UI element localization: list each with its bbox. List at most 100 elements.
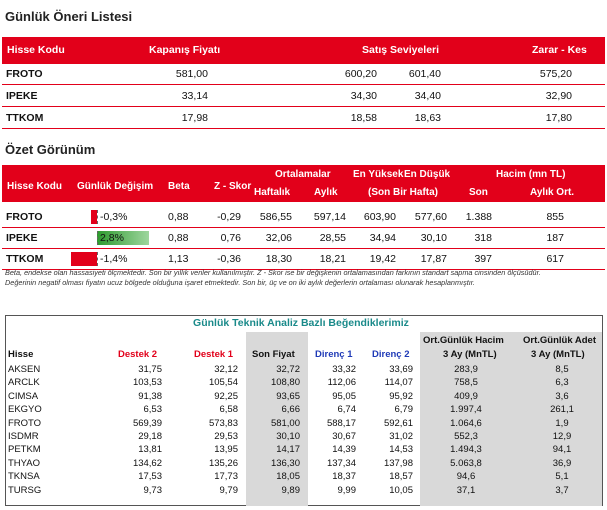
support-2: 103,53 — [132, 377, 162, 389]
bar-axis — [97, 231, 98, 245]
z-score-value: 0,76 — [220, 232, 241, 244]
resistance-2: 18,57 — [389, 471, 413, 483]
support-2: 569,39 — [132, 417, 162, 429]
weekly-avg: 32,06 — [265, 232, 292, 244]
resistance-2: 31,02 — [389, 431, 413, 442]
col-low: En Düşük — [404, 169, 451, 180]
last-price: 93,65 — [276, 390, 300, 402]
col-volume: Hacim (mn TL) — [496, 169, 566, 180]
col-support-1: Destek 1 — [194, 349, 234, 360]
avg-volume: 5.063,8 — [450, 457, 482, 469]
resistance-2: 95,92 — [389, 390, 413, 402]
support-2: 134,62 — [132, 457, 162, 469]
support-2: 9,73 — [143, 484, 163, 496]
sell-level-1: 600,20 — [344, 68, 377, 80]
technical-analysis-title: Günlük Teknik Analiz Bazlı Beğendiklerim… — [193, 317, 409, 329]
col-avg-count-period: 3 Ay (MnTL) — [531, 349, 585, 360]
week-high: 19,42 — [369, 253, 396, 265]
support-2: 13,81 — [138, 444, 162, 456]
last-price: 18,05 — [276, 471, 300, 483]
recommendation-table-header: Hisse Kodu Kapanış Fiyatı Satış Seviyele… — [2, 37, 605, 64]
stop-loss: 32,90 — [545, 90, 572, 102]
table-row: TKNSA 17,53 17,73 18,05 18,37 18,57 94,6 5,1 — [6, 471, 602, 484]
week-high: 603,90 — [363, 211, 396, 223]
table-row: PETKM 13,81 13,95 14,17 14,39 14,53 1.494,3 94,… — [6, 444, 602, 457]
col-averages: Ortalamalar — [275, 169, 331, 180]
daily-change-value: 2,8% — [100, 232, 124, 244]
avg-count: 6,3 — [555, 377, 569, 389]
row-divider — [2, 227, 605, 228]
stock-code: FROTO — [6, 68, 43, 80]
sell-level-2: 601,40 — [408, 68, 441, 80]
col-last-price: Son Fiyat — [252, 349, 295, 360]
section-title-summary-view: Özet Görünüm — [5, 142, 96, 157]
row-divider — [2, 106, 605, 107]
daily-change-bar — [91, 210, 97, 224]
section-title-recommendation-list: Günlük Öneri Listesi — [5, 9, 133, 24]
resistance-2: 14,53 — [389, 444, 413, 456]
resistance-2: 10,05 — [389, 484, 413, 496]
stock-code: THYAO — [8, 457, 41, 469]
col-resistance-2: Direnç 2 — [372, 349, 410, 360]
stock-code: IPEKE — [6, 90, 38, 102]
resistance-1: 9,99 — [337, 484, 357, 496]
avg-count: 3,7 — [555, 484, 569, 496]
avg-volume: 552,3 — [454, 431, 478, 442]
support-2: 6,53 — [143, 404, 163, 416]
support-2: 29,18 — [138, 431, 162, 442]
volume-last: 397 — [474, 253, 492, 265]
table-row: FROTO 581,00 600,20 601,40 575,20 — [2, 64, 605, 84]
stop-loss: 17,80 — [545, 112, 572, 124]
table-row: CIMSA 91,38 92,25 93,65 95,05 95,92 409,9 3,6 — [6, 391, 602, 404]
avg-count: 12,9 — [552, 431, 572, 442]
volume-monthly-avg: 617 — [546, 253, 564, 265]
daily-change-bar — [71, 252, 97, 266]
avg-count: 261,1 — [550, 404, 574, 416]
table-row: FROTO 569,39 573,83 581,00 588,17 592,61 1.064… — [6, 418, 602, 431]
support-1: 6,58 — [219, 404, 239, 416]
volume-columns-shade — [420, 332, 602, 506]
avg-volume: 94,6 — [456, 471, 476, 483]
col-resistance-1: Direnç 1 — [315, 349, 353, 360]
col-stock: Hisse — [8, 349, 34, 360]
resistance-1: 588,17 — [326, 417, 356, 429]
technical-analysis-table: Günlük Teknik Analiz Bazlı Beğendiklerim… — [5, 315, 603, 506]
resistance-1: 14,39 — [332, 444, 356, 456]
footnote-line: Beta, endekse olan hassasiyeti ölçmekted… — [5, 268, 541, 277]
col-last: Son — [469, 187, 488, 198]
volume-monthly-avg: 187 — [546, 232, 564, 244]
stock-code: IPEKE — [6, 232, 38, 244]
week-low: 577,60 — [414, 211, 447, 223]
last-price: 581,00 — [270, 417, 300, 429]
resistance-2: 137,98 — [383, 457, 413, 469]
resistance-1: 33,32 — [332, 364, 356, 375]
avg-count: 1,9 — [555, 417, 569, 429]
support-2: 91,38 — [138, 390, 162, 402]
daily-change-value: -1,4% — [100, 253, 128, 265]
stock-code: EKGYO — [8, 404, 42, 416]
row-divider — [2, 248, 605, 249]
avg-volume: 1.064,6 — [450, 417, 482, 429]
table-row: EKGYO 6,53 6,58 6,66 6,74 6,79 1.997,4 261,1 — [6, 404, 602, 417]
avg-count: 36,9 — [552, 457, 572, 469]
col-daily-change: Günlük Değişim — [77, 181, 154, 192]
support-1: 135,26 — [208, 457, 238, 469]
table-row: AKSEN 31,75 32,12 32,72 33,32 33,69 283,9 8,5 — [6, 364, 602, 377]
stock-code: FROTO — [6, 211, 43, 223]
volume-last: 1.388 — [465, 211, 492, 223]
avg-volume: 1.494,3 — [450, 444, 482, 456]
sell-level-2: 18,63 — [414, 112, 441, 124]
table-row: FROTO -0,3% 0,88 -0,29 586,55 597,14 603,90 577… — [2, 207, 605, 227]
table-row: IPEKE 2,8% 0,88 0,76 32,06 28,55 34,94 30,10 318… — [2, 228, 605, 248]
avg-volume: 409,9 — [454, 390, 478, 402]
avg-count: 5,1 — [555, 471, 569, 483]
weekly-avg: 586,55 — [259, 211, 292, 223]
summary-table-header: Hisse Kodu Günlük Değişim Beta Z - Skor … — [2, 165, 605, 202]
monthly-avg: 28,55 — [319, 232, 346, 244]
avg-volume: 758,5 — [454, 377, 478, 389]
stock-code: AKSEN — [8, 364, 41, 375]
table-row: TTKOM -1,4% 1,13 -0,36 18,30 18,21 19,42 17,87 3… — [2, 249, 605, 269]
row-divider — [2, 128, 605, 129]
stock-code: TKNSA — [8, 471, 40, 483]
monthly-avg: 597,14 — [313, 211, 346, 223]
